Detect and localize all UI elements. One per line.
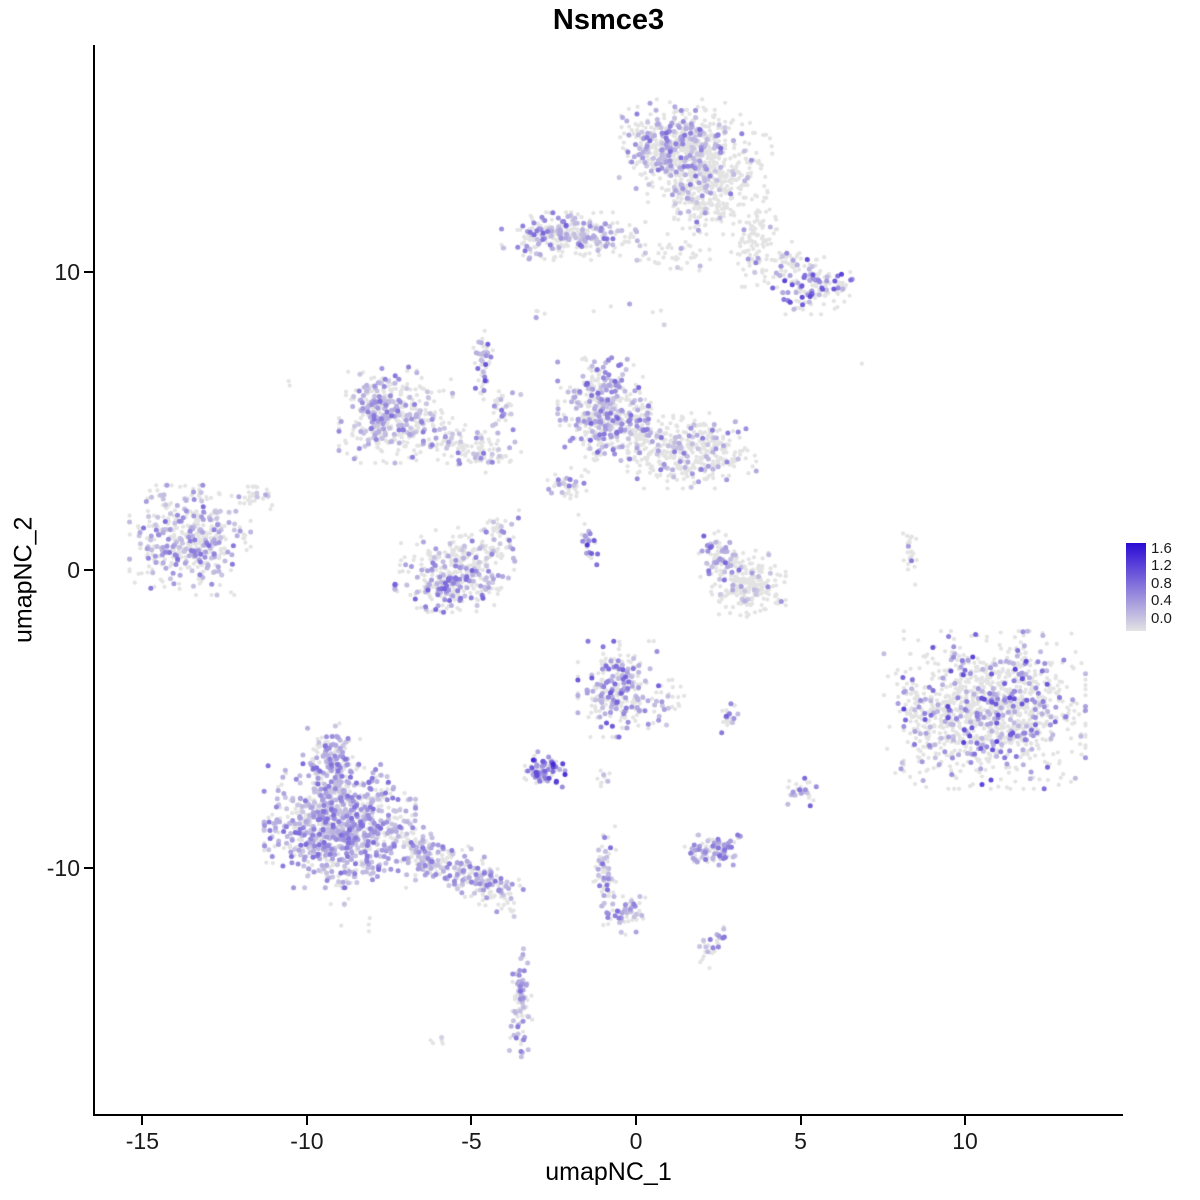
- legend-tick-labels: 1.6 1.2 0.8 0.4 0.0: [1151, 540, 1172, 627]
- y-tick-label: 10: [54, 259, 80, 286]
- y-tick-mark: [84, 271, 93, 274]
- y-tick-mark: [84, 568, 93, 571]
- legend-tick-label: 0.0: [1151, 609, 1172, 627]
- x-tick-mark: [634, 1116, 637, 1125]
- x-axis-title: umapNC_1: [545, 1158, 672, 1186]
- x-tick-mark: [470, 1116, 473, 1125]
- legend-tick-label: 1.6: [1151, 540, 1172, 557]
- legend-gradient-bar: [1126, 543, 1146, 631]
- y-tick-label: 0: [67, 556, 80, 583]
- y-tick-label: -10: [46, 854, 80, 881]
- legend-tick-label: 0.4: [1151, 592, 1172, 610]
- x-tick-label: -15: [125, 1128, 159, 1154]
- y-axis-line: [93, 45, 95, 1116]
- x-tick-mark: [799, 1116, 802, 1125]
- x-axis-line: [93, 1114, 1123, 1116]
- x-tick-label: -10: [290, 1128, 324, 1154]
- y-axis-title: umapNC_2: [9, 516, 38, 643]
- x-tick-mark: [305, 1116, 308, 1125]
- x-tick-label: 10: [952, 1128, 978, 1154]
- x-tick-mark: [964, 1116, 967, 1125]
- legend-tick-label: 1.2: [1151, 557, 1172, 575]
- y-tick-mark: [84, 866, 93, 869]
- legend-tick-label: 0.8: [1151, 574, 1172, 592]
- x-tick-label: 0: [629, 1128, 643, 1154]
- x-tick-label: -5: [461, 1128, 482, 1154]
- x-tick-label: 5: [794, 1128, 807, 1154]
- plot-title: Nsmce3: [552, 4, 665, 36]
- x-tick-mark: [141, 1116, 144, 1125]
